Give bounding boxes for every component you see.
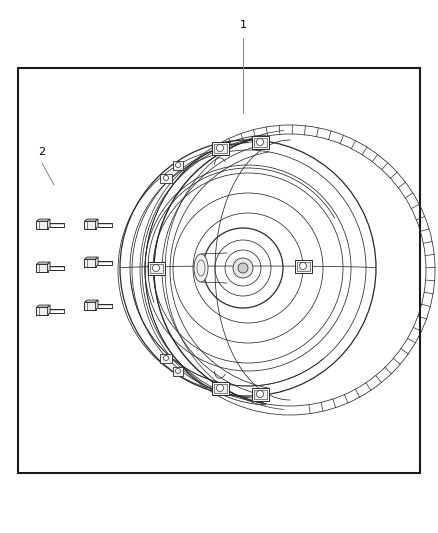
Circle shape [216,384,223,392]
FancyBboxPatch shape [297,262,310,271]
FancyBboxPatch shape [36,307,48,315]
FancyBboxPatch shape [173,367,183,376]
Ellipse shape [194,254,208,282]
FancyBboxPatch shape [212,382,229,394]
FancyBboxPatch shape [251,135,268,149]
FancyBboxPatch shape [36,221,48,229]
Circle shape [233,258,253,278]
FancyBboxPatch shape [85,302,95,310]
Circle shape [176,368,180,374]
Circle shape [257,139,264,146]
Polygon shape [48,262,50,272]
Circle shape [176,163,180,167]
FancyBboxPatch shape [85,221,95,229]
Polygon shape [36,262,50,264]
FancyBboxPatch shape [212,141,229,155]
Text: 1: 1 [240,20,247,30]
Circle shape [163,356,169,360]
Polygon shape [36,305,50,307]
FancyBboxPatch shape [294,260,311,272]
Circle shape [152,264,159,271]
FancyBboxPatch shape [149,263,162,272]
FancyBboxPatch shape [148,262,165,274]
Polygon shape [36,219,50,221]
Bar [18,68,420,473]
Polygon shape [85,300,98,302]
Polygon shape [95,300,98,310]
FancyBboxPatch shape [254,138,266,147]
Circle shape [257,391,264,398]
FancyBboxPatch shape [251,387,268,400]
FancyBboxPatch shape [85,259,95,267]
FancyBboxPatch shape [254,390,266,399]
FancyBboxPatch shape [213,143,226,152]
Circle shape [238,263,248,273]
Text: 2: 2 [39,147,46,157]
FancyBboxPatch shape [173,160,183,169]
FancyBboxPatch shape [213,384,226,392]
Polygon shape [95,219,98,229]
Polygon shape [48,305,50,315]
FancyBboxPatch shape [160,174,172,182]
Circle shape [216,144,223,151]
Circle shape [163,175,169,181]
Circle shape [300,262,307,270]
Polygon shape [85,219,98,221]
FancyBboxPatch shape [36,264,48,272]
FancyBboxPatch shape [160,353,172,362]
Polygon shape [48,219,50,229]
Polygon shape [95,257,98,267]
Polygon shape [85,257,98,259]
